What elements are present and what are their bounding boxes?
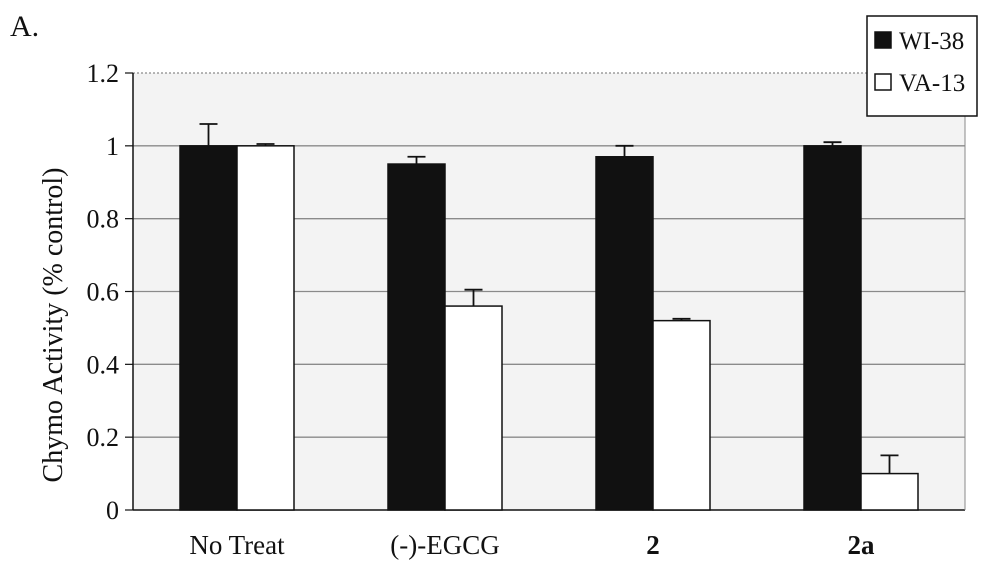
bar-wi-38	[180, 146, 237, 510]
legend-swatch	[875, 74, 891, 90]
bar-va-13	[445, 306, 502, 510]
bar-wi-38	[596, 157, 653, 510]
x-tick-label: (-)-EGCG	[390, 530, 499, 560]
legend-swatch	[875, 32, 891, 48]
bar-va-13	[653, 321, 710, 510]
x-tick-label: 2a	[848, 530, 876, 560]
bar-wi-38	[388, 164, 445, 510]
y-tick-label: 0.6	[87, 278, 120, 307]
y-tick-label: 0	[106, 496, 119, 525]
legend: WI-38 VA-13	[867, 16, 977, 116]
bar-va-13	[237, 146, 294, 510]
y-tick-label: 0.2	[87, 423, 120, 452]
y-tick-label: 0.8	[87, 205, 120, 234]
y-tick-label: 1.2	[87, 59, 120, 88]
y-tick-label: 0.4	[87, 350, 120, 379]
x-tick-label: 2	[646, 530, 660, 560]
legend-label: VA-13	[899, 70, 965, 97]
bar-va-13	[861, 474, 918, 510]
y-tick-label: 1	[106, 132, 119, 161]
x-tick-label: No Treat	[189, 530, 285, 560]
y-axis-label: Chymo Activity (% control)	[38, 168, 69, 483]
bar-wi-38	[804, 146, 861, 510]
legend-label: WI-38	[899, 28, 964, 55]
